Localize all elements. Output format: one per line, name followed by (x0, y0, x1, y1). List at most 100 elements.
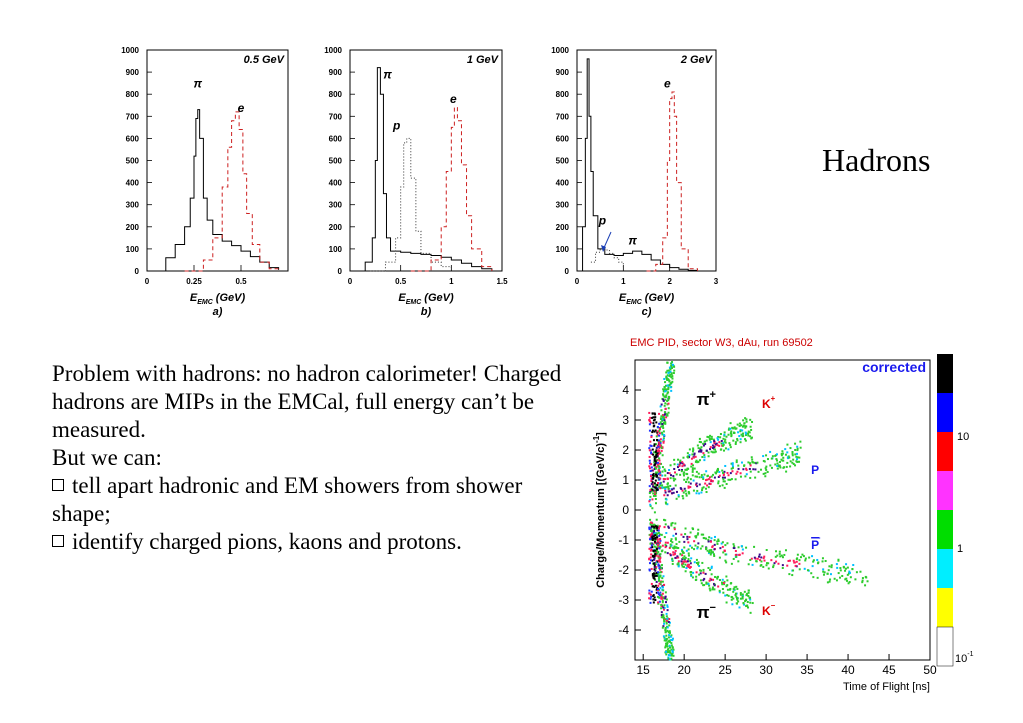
scatter-point (648, 547, 651, 550)
scatter-point (659, 442, 662, 445)
scatter-point (734, 441, 737, 444)
scatter-point (648, 447, 651, 450)
series-line-solid (579, 58, 698, 272)
scatter-point (668, 617, 671, 620)
panel-title: 1 GeV (467, 54, 500, 66)
scatter-point (707, 451, 710, 454)
scatter-point (697, 542, 700, 545)
scatter-point (677, 556, 680, 559)
scatter-point (705, 581, 708, 584)
scatter-point (657, 441, 660, 444)
scatter-point (665, 634, 668, 637)
scatter-point (683, 471, 686, 474)
y-tick-label: 3 (622, 413, 629, 427)
scatter-point (766, 458, 769, 461)
scatter-point (672, 551, 675, 554)
scatter-point (686, 473, 689, 476)
scatter-point (708, 549, 711, 552)
scatter-point (658, 429, 661, 432)
scatter-point (661, 470, 664, 473)
scatter-point (689, 562, 692, 565)
scatter-point (691, 468, 694, 471)
colorbar-label: 10-1 (955, 651, 974, 665)
scatter-point (676, 555, 679, 558)
scatter-point (663, 385, 666, 388)
scatter-point (705, 548, 708, 551)
scatter-point (670, 474, 673, 477)
scatter-point (804, 557, 807, 560)
scatter-point (770, 466, 773, 469)
scatter-point (707, 538, 710, 541)
scatter-point (786, 564, 789, 567)
scatter-point (706, 484, 709, 487)
scatter-point (658, 577, 661, 580)
scatter-point (665, 532, 668, 535)
series-label: e (664, 77, 671, 91)
scatter-point (661, 446, 664, 449)
series-label: π (193, 77, 202, 91)
scatter-point (666, 552, 669, 555)
scatter-point (664, 491, 667, 494)
scatter-point (725, 601, 728, 604)
scatter-point (677, 458, 680, 461)
scatter-point (671, 562, 674, 565)
scatter-point (662, 438, 665, 441)
scatter-point (696, 533, 699, 536)
scatter-point (654, 541, 657, 544)
x-tick-label: 2 (667, 277, 672, 286)
scatter-point (724, 553, 727, 556)
scatter-point (762, 472, 765, 475)
scatter-point (656, 484, 659, 487)
scatter-point (659, 484, 662, 487)
scatter-point (657, 527, 660, 530)
scatter-point (791, 450, 794, 453)
scatter-point (670, 538, 673, 541)
scatter-point (649, 518, 652, 521)
scatter-point (692, 489, 695, 492)
scatter-point (683, 540, 686, 543)
scatter-point (654, 475, 657, 478)
x-tick-label: 40 (841, 663, 855, 677)
scatter-point (666, 604, 669, 607)
y-axis-label: Charge/Momentum [(GeV/c)-1] (592, 432, 607, 588)
scatter-point (848, 571, 851, 574)
scatter-point (648, 526, 651, 529)
xlabel-symbol: E (619, 292, 627, 304)
scatter-point (660, 614, 663, 617)
scatter-point (710, 537, 713, 540)
scatter-point (835, 579, 838, 582)
scatter-point (650, 479, 653, 482)
scatter-point (694, 544, 697, 547)
scatter-point (648, 459, 651, 462)
scatter-point (656, 463, 659, 466)
label-proton: P (811, 463, 819, 477)
scatter-point (713, 448, 716, 451)
scatter-point (662, 414, 665, 417)
scatter-point (658, 427, 661, 430)
scatter-point (700, 450, 703, 453)
colorbar-segment (937, 588, 953, 627)
scatter-point (695, 561, 698, 564)
scatter-point (716, 467, 719, 470)
scatter-point (665, 375, 668, 378)
scatter-point (687, 565, 690, 568)
scatter-point (763, 559, 766, 562)
scatter-point (669, 553, 672, 556)
scatter-point (806, 569, 809, 572)
scatter-point (724, 594, 727, 597)
scatter-point (690, 457, 693, 460)
scatter-point (669, 635, 672, 638)
series-line-dashed (184, 111, 280, 272)
scatter-point (665, 394, 668, 397)
lead-line: But we can: (52, 444, 572, 472)
scatter-point (664, 618, 667, 621)
scatter-point (780, 454, 783, 457)
scatter-point (716, 437, 719, 440)
scatter-point (664, 396, 667, 399)
scatter-point (654, 429, 657, 432)
scatter-point (738, 606, 741, 609)
scatter-point (833, 577, 836, 580)
plot-frame (576, 49, 717, 272)
scatter-point (700, 582, 703, 585)
scatter-point (651, 481, 654, 484)
